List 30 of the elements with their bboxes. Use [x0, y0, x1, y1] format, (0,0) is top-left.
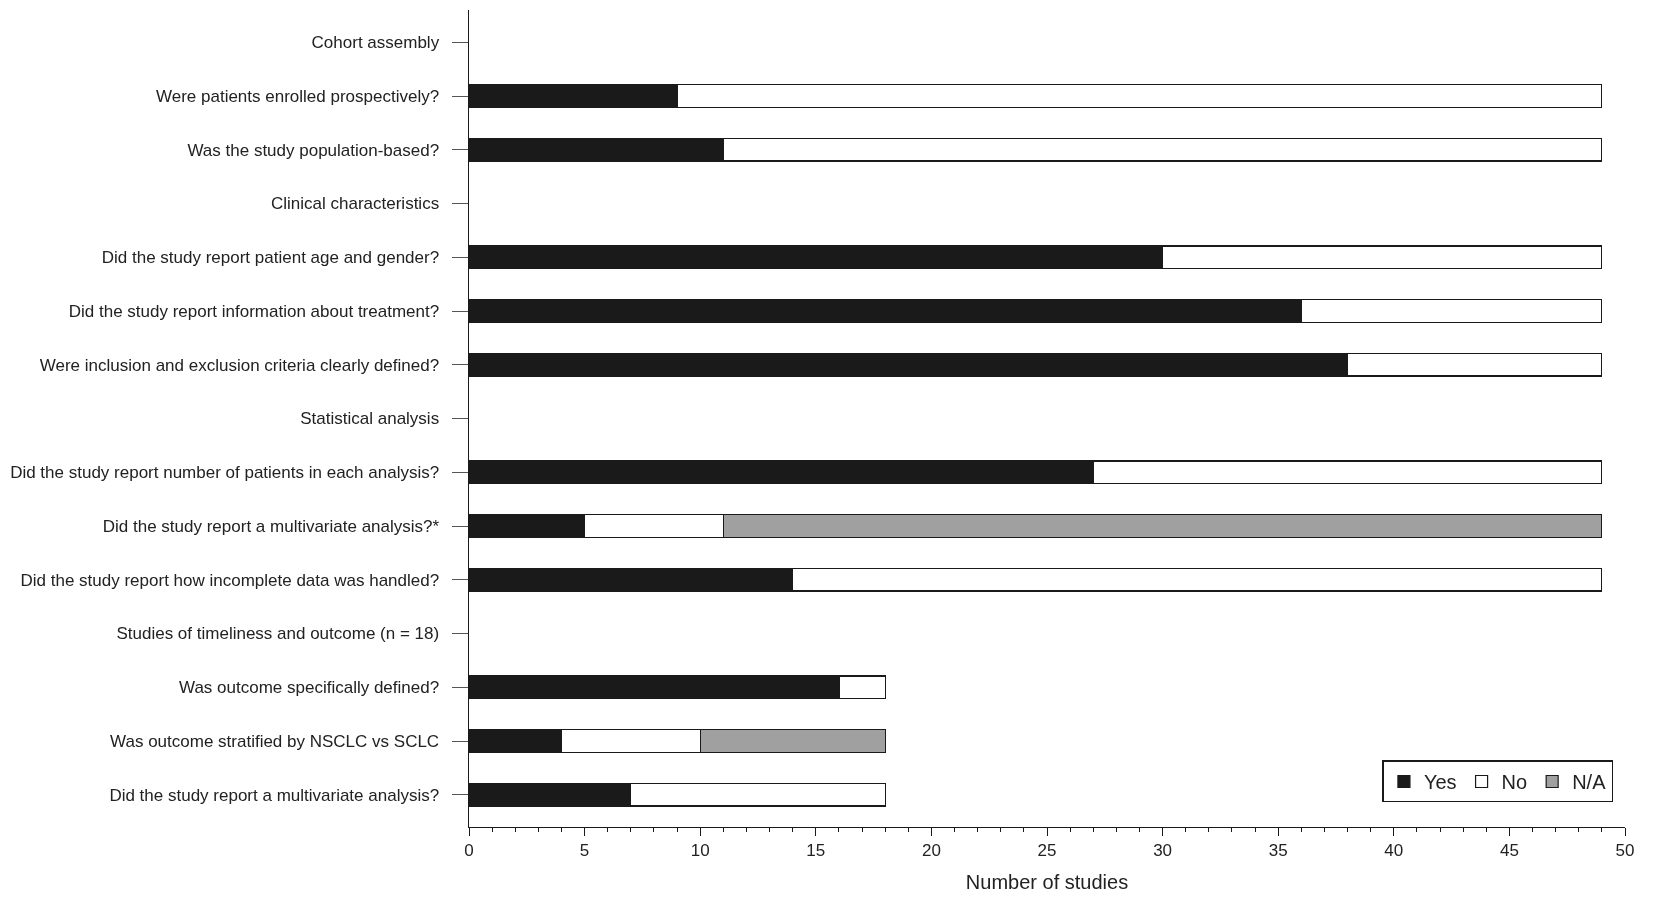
- y-tick-label: Was the study population-based?: [187, 140, 449, 160]
- y-tick-label: Did the study report how incomplete data was handled?: [20, 570, 449, 590]
- x-tick-label: 0: [464, 841, 474, 861]
- x-tick-label: 5: [579, 841, 590, 861]
- y-tick-label: Did the study report information about treatment?: [68, 301, 449, 321]
- x-tick-label: 40: [1384, 841, 1404, 861]
- legend-label: No: [1501, 771, 1528, 794]
- x-tick-label: 20: [921, 841, 941, 861]
- y-tick-label: Statistical analysis: [300, 409, 449, 429]
- y-tick-label: Was outcome specifically defined?: [178, 678, 449, 698]
- y-tick-label: Studies of timeliness and outcome (n = 18): [116, 624, 449, 644]
- legend-label: Yes: [1423, 771, 1457, 794]
- x-axis-title: Number of studies: [965, 870, 1129, 893]
- x-tick-label: 10: [690, 841, 710, 861]
- y-tick-label: Were inclusion and exclusion criteria clearly defined?: [39, 355, 449, 375]
- y-tick-label: Cohort assembly: [311, 33, 449, 53]
- x-tick-label: 25: [1037, 841, 1057, 861]
- y-tick-label: Did the study report a multivariate analysis?*: [102, 516, 449, 536]
- x-tick-label: 15: [806, 841, 826, 861]
- x-tick-label: 45: [1499, 841, 1519, 861]
- x-tick-label: 50: [1615, 841, 1635, 861]
- y-tick-label: Did the study report a multivariate analysis?: [109, 785, 449, 805]
- x-tick-label: 30: [1153, 841, 1173, 861]
- legend-label: N/A: [1572, 771, 1607, 794]
- y-tick-label: Were patients enrolled prospectively?: [155, 86, 449, 106]
- y-tick-label: Did the study report number of patients in each analysis?: [10, 463, 449, 483]
- x-tick-label: 35: [1268, 841, 1288, 861]
- y-tick-label: Clinical characteristics: [270, 194, 449, 214]
- y-tick-label: Was outcome stratified by NSCLC vs SCLC: [110, 731, 449, 751]
- y-tick-label: Did the study report patient age and gender?: [101, 248, 449, 268]
